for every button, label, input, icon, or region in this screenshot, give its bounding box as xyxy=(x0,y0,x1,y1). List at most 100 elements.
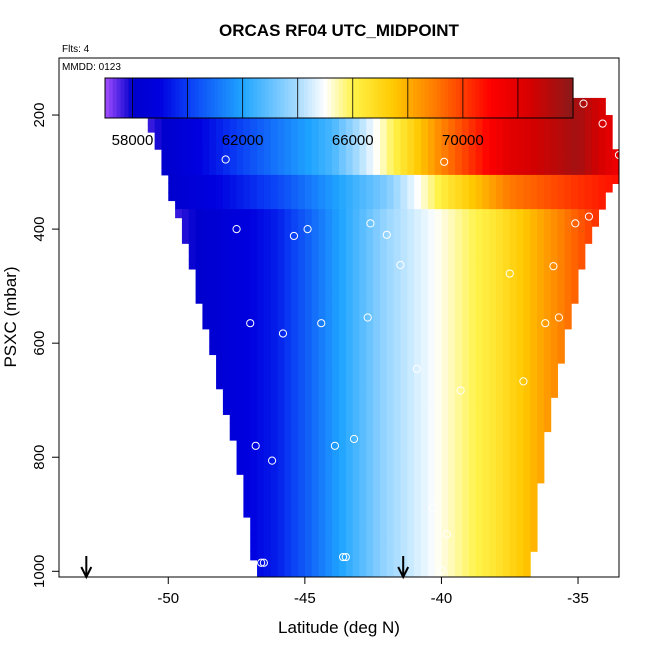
heatmap-cell xyxy=(502,559,511,569)
heatmap-cell xyxy=(530,311,538,321)
heatmap-cell xyxy=(209,328,217,338)
heatmap-cell xyxy=(584,226,593,236)
colorbar-segment xyxy=(397,78,402,118)
heatmap-cell xyxy=(236,457,244,467)
heatmap-cell xyxy=(366,448,374,458)
colorbar-segment xyxy=(128,78,133,118)
heatmap-cell xyxy=(257,337,265,347)
colorbar-tick-labels: 58000 62000 66000 70000 xyxy=(112,132,484,149)
heatmap-cell xyxy=(345,328,354,338)
heatmap-cell xyxy=(257,260,265,270)
heatmap-cell xyxy=(359,423,367,433)
heatmap-cell xyxy=(284,346,292,356)
heatmap-cell xyxy=(195,123,203,133)
heatmap-cell xyxy=(257,157,265,167)
heatmap-cell xyxy=(345,397,354,407)
heatmap-cell xyxy=(284,140,292,150)
heatmap-cell xyxy=(434,482,442,492)
heatmap-cell xyxy=(311,200,320,210)
heatmap-cell xyxy=(386,551,395,561)
heatmap-cell xyxy=(270,251,279,261)
heatmap-cell xyxy=(427,183,436,193)
heatmap-cell xyxy=(441,380,449,390)
heatmap-cell xyxy=(229,328,238,338)
heatmap-cell xyxy=(475,328,483,338)
heatmap-cell xyxy=(352,183,360,193)
heatmap-cell xyxy=(400,286,408,296)
heatmap-cell xyxy=(598,183,606,193)
heatmap-cell xyxy=(448,192,456,202)
colorbar-segment xyxy=(479,78,484,118)
heatmap-cell xyxy=(352,423,360,433)
heatmap-cell xyxy=(243,457,251,467)
heatmap-cell xyxy=(325,149,333,159)
heatmap-cell xyxy=(311,183,320,193)
heatmap-cell xyxy=(216,277,224,287)
heatmap-cell xyxy=(263,568,272,578)
data-point xyxy=(429,503,438,512)
heatmap-cell xyxy=(516,260,524,270)
heatmap-cell xyxy=(427,200,436,210)
heatmap-cell xyxy=(291,115,299,125)
heatmap-cell xyxy=(311,534,320,544)
heatmap-cell xyxy=(229,380,238,390)
heatmap-cell xyxy=(557,320,565,330)
heatmap-cell xyxy=(311,294,320,304)
heatmap-cell xyxy=(598,97,606,107)
heatmap-cell xyxy=(578,183,586,193)
heatmap-cell xyxy=(352,166,360,176)
heatmap-cell xyxy=(441,226,449,236)
heatmap-cell xyxy=(543,234,552,244)
colorbar-segment xyxy=(311,78,317,118)
heatmap-cell xyxy=(216,217,224,227)
heatmap-cell xyxy=(304,149,313,159)
colorbar-segment xyxy=(124,78,129,118)
heatmap-cell xyxy=(509,440,518,450)
heatmap-cell xyxy=(311,354,320,364)
heatmap-cell xyxy=(229,346,238,356)
heatmap-cell xyxy=(325,226,333,236)
heatmap-cell xyxy=(359,260,367,270)
heatmap-cell xyxy=(352,508,360,518)
heatmap-cell xyxy=(509,380,518,390)
heatmap-cell xyxy=(523,251,531,261)
heatmap-cell xyxy=(284,192,292,202)
heatmap-cell xyxy=(345,209,354,219)
heatmap-cell xyxy=(550,183,559,193)
heatmap-cell xyxy=(407,132,415,142)
heatmap-cell xyxy=(530,517,538,527)
heatmap-cell xyxy=(578,123,586,133)
heatmap-cell xyxy=(584,183,593,193)
heatmap-cell xyxy=(475,226,483,236)
heatmap-cell xyxy=(352,260,360,270)
heatmap-cell xyxy=(441,217,449,227)
heatmap-cell xyxy=(530,440,538,450)
heatmap-cell xyxy=(325,243,333,253)
data-point xyxy=(341,552,350,562)
heatmap-cell xyxy=(455,174,463,184)
heatmap-cell xyxy=(284,115,292,125)
heatmap-cell xyxy=(277,157,285,167)
heatmap-cell xyxy=(509,474,518,484)
heatmap-cell xyxy=(291,286,299,296)
heatmap-cell xyxy=(516,328,524,338)
heatmap-cell xyxy=(386,234,395,244)
heatmap-cell xyxy=(407,388,415,398)
heatmap-cell xyxy=(250,303,258,313)
heatmap-cell xyxy=(352,243,360,253)
heatmap-cell xyxy=(393,568,401,578)
heatmap-cell xyxy=(304,397,313,407)
heatmap-cell xyxy=(605,157,613,167)
heatmap-cell xyxy=(284,371,292,381)
heatmap-cell xyxy=(489,183,497,193)
heatmap-cell xyxy=(509,132,518,142)
heatmap-cell xyxy=(448,525,456,535)
heatmap-cell xyxy=(578,106,586,116)
heatmap-cell xyxy=(257,448,265,458)
heatmap-cell xyxy=(455,354,463,364)
heatmap-cell xyxy=(236,448,244,458)
heatmap-cell xyxy=(291,405,299,415)
heatmap-cell xyxy=(277,559,285,569)
heatmap-cell xyxy=(400,320,408,330)
heatmap-cell xyxy=(236,431,244,441)
